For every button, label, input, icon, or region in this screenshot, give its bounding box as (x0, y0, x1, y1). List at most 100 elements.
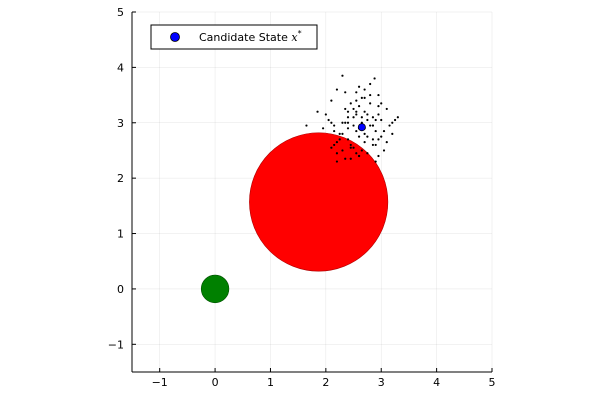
sample-point (335, 141, 339, 144)
sample-point (344, 107, 347, 111)
sample-point (388, 124, 391, 127)
sample-points (305, 74, 399, 163)
y-tick-label: 0 (117, 283, 124, 296)
sample-point (330, 146, 333, 149)
sample-point (366, 113, 369, 116)
sample-point (349, 157, 352, 160)
sample-point (355, 113, 358, 116)
legend-symbol-superscript: * (298, 29, 302, 38)
sample-point (393, 118, 397, 122)
sample-point (369, 102, 372, 105)
sample-point (380, 118, 383, 122)
sample-point (366, 135, 369, 138)
sample-point (321, 127, 325, 130)
sample-point (330, 121, 333, 124)
sample-point (363, 110, 366, 113)
sample-point (349, 102, 352, 105)
sample-point (355, 152, 358, 155)
sample-point (335, 160, 339, 163)
sample-point (371, 143, 375, 147)
sample-point (374, 143, 377, 147)
sample-point (377, 93, 380, 97)
sample-point (344, 91, 347, 94)
sample-point (344, 121, 347, 124)
axes (131, 11, 493, 373)
sample-point (338, 132, 341, 135)
sample-point (371, 124, 375, 127)
sample-point (366, 118, 369, 122)
sample-point (324, 113, 327, 116)
x-tick-label: 0 (212, 376, 219, 389)
sample-point (333, 129, 336, 133)
sample-point (360, 96, 363, 99)
sample-point (355, 91, 358, 94)
y-tick-label: 3 (117, 117, 124, 130)
sample-point (357, 105, 361, 108)
sample-point (360, 149, 363, 152)
sample-point (382, 149, 386, 152)
x-tick-label: 2 (322, 376, 329, 389)
sample-point (330, 99, 333, 102)
y-tick-label: −1 (108, 338, 124, 351)
sample-point (371, 116, 375, 119)
sample-point (357, 154, 361, 158)
x-tick-label: −1 (152, 376, 168, 389)
legend-marker (170, 32, 180, 42)
sample-point (346, 138, 350, 141)
sample-point (341, 74, 344, 77)
sample-point (346, 116, 350, 119)
sample-point (305, 124, 308, 127)
sample-point (333, 143, 336, 147)
start-circle (200, 274, 230, 304)
sample-point (357, 85, 361, 88)
x-tick-label: 4 (433, 376, 440, 389)
x-tick-label: 1 (267, 376, 274, 389)
sample-point (385, 141, 388, 144)
sample-point (341, 121, 344, 124)
sample-point (396, 116, 399, 119)
sample-point (382, 129, 386, 133)
sample-point (377, 113, 380, 116)
sample-point (374, 118, 377, 122)
y-tick-label: 5 (117, 6, 124, 19)
sample-point (346, 121, 350, 124)
sample-point (377, 154, 380, 158)
sample-point (338, 138, 341, 141)
sample-point (391, 132, 394, 135)
sample-point (335, 88, 339, 91)
sample-point (335, 152, 339, 155)
sample-point (327, 118, 330, 122)
legend-symbol: x (291, 31, 298, 44)
y-tick-label: 2 (117, 172, 124, 185)
tick-labels: −1 0 1 2 3 4 5 −1 0 1 2 3 4 5 (108, 6, 496, 389)
sample-point (369, 93, 372, 97)
legend-text: Candidate State (199, 31, 291, 44)
sample-point (360, 116, 363, 119)
sample-point (341, 132, 344, 135)
sample-point (380, 102, 383, 105)
sample-point (374, 129, 377, 133)
sample-point (369, 82, 372, 86)
sample-point (366, 152, 369, 155)
sample-point (316, 110, 319, 113)
sample-point (333, 124, 336, 127)
sample-point (352, 124, 355, 127)
sample-point (352, 107, 355, 111)
sample-point (357, 135, 361, 138)
sample-point (377, 105, 380, 108)
sample-point (371, 138, 375, 141)
obstacle-circle (249, 132, 389, 272)
plot-shapes (200, 132, 389, 304)
y-tick-label: 4 (117, 61, 124, 74)
sample-point (369, 124, 372, 127)
sample-point (352, 116, 355, 119)
sample-point (373, 77, 376, 80)
candidate-state-point (357, 123, 366, 132)
sample-point (346, 127, 350, 130)
sample-point (355, 110, 358, 113)
sample-point (344, 157, 347, 160)
legend: Candidate State x* (150, 24, 318, 50)
sample-point (363, 96, 366, 99)
sample-point (374, 160, 377, 163)
